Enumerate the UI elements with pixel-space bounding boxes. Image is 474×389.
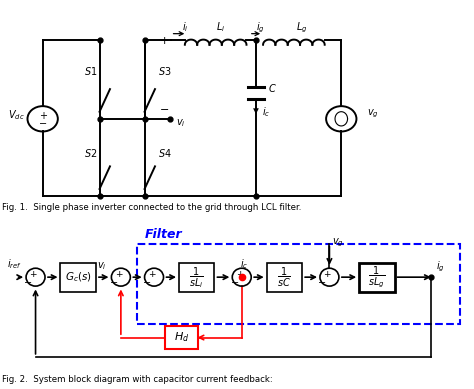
Text: $v_i$: $v_i$ — [176, 117, 186, 128]
Text: +: + — [160, 35, 170, 46]
FancyBboxPatch shape — [267, 263, 302, 292]
Text: +: + — [323, 270, 331, 279]
Text: −: − — [160, 105, 170, 115]
Text: $V_{dc}$: $V_{dc}$ — [8, 108, 25, 122]
Text: Fig. 1.  Single phase inverter connected to the grid through LCL filter.: Fig. 1. Single phase inverter connected … — [2, 203, 302, 212]
Text: $H_d$: $H_d$ — [173, 331, 189, 344]
Text: +: + — [39, 110, 46, 121]
Text: $S4$: $S4$ — [158, 147, 172, 159]
Text: −: − — [24, 278, 33, 288]
Text: $i_c$: $i_c$ — [240, 257, 248, 271]
Text: Filter: Filter — [145, 228, 182, 241]
Text: $i_c$: $i_c$ — [262, 105, 270, 119]
Text: $S3$: $S3$ — [158, 65, 172, 77]
Text: $G_c(s)$: $G_c(s)$ — [65, 270, 91, 284]
Text: $S2$: $S2$ — [84, 147, 98, 159]
Text: +: + — [115, 270, 122, 279]
FancyBboxPatch shape — [61, 263, 96, 292]
Text: −: − — [230, 278, 239, 288]
Text: $L_g$: $L_g$ — [296, 20, 308, 35]
Text: $S1$: $S1$ — [84, 65, 98, 77]
Text: $v_g$: $v_g$ — [367, 107, 379, 120]
Text: Fig. 2.  System block diagram with capacitor current feedback:: Fig. 2. System block diagram with capaci… — [2, 375, 273, 384]
Text: −: − — [109, 278, 118, 288]
Text: +: + — [148, 270, 155, 279]
Text: $L_i$: $L_i$ — [216, 20, 225, 33]
FancyBboxPatch shape — [165, 326, 198, 349]
Bar — [137, 244, 460, 324]
Text: $v_g$: $v_g$ — [332, 237, 344, 249]
Text: $i_g$: $i_g$ — [256, 20, 264, 35]
Text: −: − — [38, 119, 47, 129]
Text: −: − — [143, 278, 151, 288]
Text: $\dfrac{1}{sL_i}$: $\dfrac{1}{sL_i}$ — [189, 265, 204, 289]
Text: $i_i$: $i_i$ — [182, 20, 189, 33]
Text: −: − — [318, 278, 327, 288]
Text: $C$: $C$ — [268, 82, 277, 94]
Text: $\dfrac{1}{sC}$: $\dfrac{1}{sC}$ — [277, 266, 292, 289]
Text: +: + — [29, 270, 36, 279]
Text: $i_g$: $i_g$ — [436, 259, 445, 274]
Text: $v_i$: $v_i$ — [98, 260, 107, 272]
Text: +: + — [236, 270, 243, 279]
Text: $i_{ref}$: $i_{ref}$ — [7, 257, 22, 271]
FancyBboxPatch shape — [359, 263, 394, 292]
Text: $\dfrac{1}{sL_g}$: $\dfrac{1}{sL_g}$ — [368, 265, 385, 290]
FancyBboxPatch shape — [179, 263, 215, 292]
